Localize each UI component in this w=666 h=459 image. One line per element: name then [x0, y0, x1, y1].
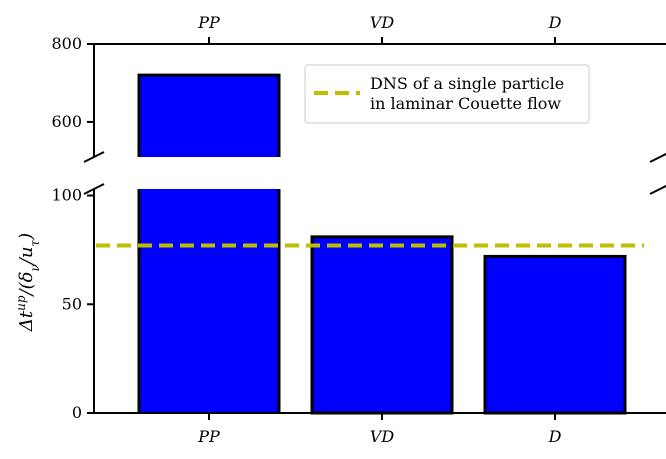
break-mark-lower-right: [649, 184, 666, 195]
upper-panel: [137, 73, 281, 157]
legend-box: [304, 64, 590, 124]
break-mark-lower-left: [83, 183, 105, 195]
lower-panel: [137, 189, 627, 415]
x-tick-label-bottom-PP: PP: [197, 427, 220, 446]
break-mark-upper-right: [649, 152, 666, 163]
break-mark-upper-left: [83, 151, 105, 163]
x-tick-label-top-PP: PP: [197, 13, 220, 32]
y-tick-800-label: 800: [51, 34, 82, 53]
x-tick-label-top-D: D: [548, 13, 562, 32]
y-axis-label: Δtup/(δν/uτ): [14, 233, 42, 332]
y-tick-0-label: 0: [72, 403, 82, 422]
bar-D: [483, 254, 627, 415]
x-tick-label-bottom-D: D: [548, 427, 562, 446]
bar-PP-lower: [139, 189, 279, 413]
legend-label-line1: DNS of a single particle: [370, 74, 564, 93]
legend-label-line2: in laminar Couette flow: [370, 94, 561, 113]
bar-PP-lower-edge: [137, 189, 281, 413]
x-tick-label-bottom-VD: VD: [370, 427, 395, 446]
y-tick-100-label: 100: [51, 186, 82, 205]
legend: DNS of a single particle in laminar Coue…: [304, 64, 590, 124]
x-tick-label-top-VD: VD: [370, 13, 395, 32]
axes-frame: 600 800 0 50 100 PP PP VD VD D D: [51, 13, 666, 446]
y-tick-50-label: 50: [62, 294, 82, 313]
y-tick-600-label: 600: [51, 112, 82, 131]
bar-PP-upper-edge: [137, 73, 281, 157]
bar-PP-upper: [139, 75, 279, 157]
bar-VD: [310, 235, 454, 415]
